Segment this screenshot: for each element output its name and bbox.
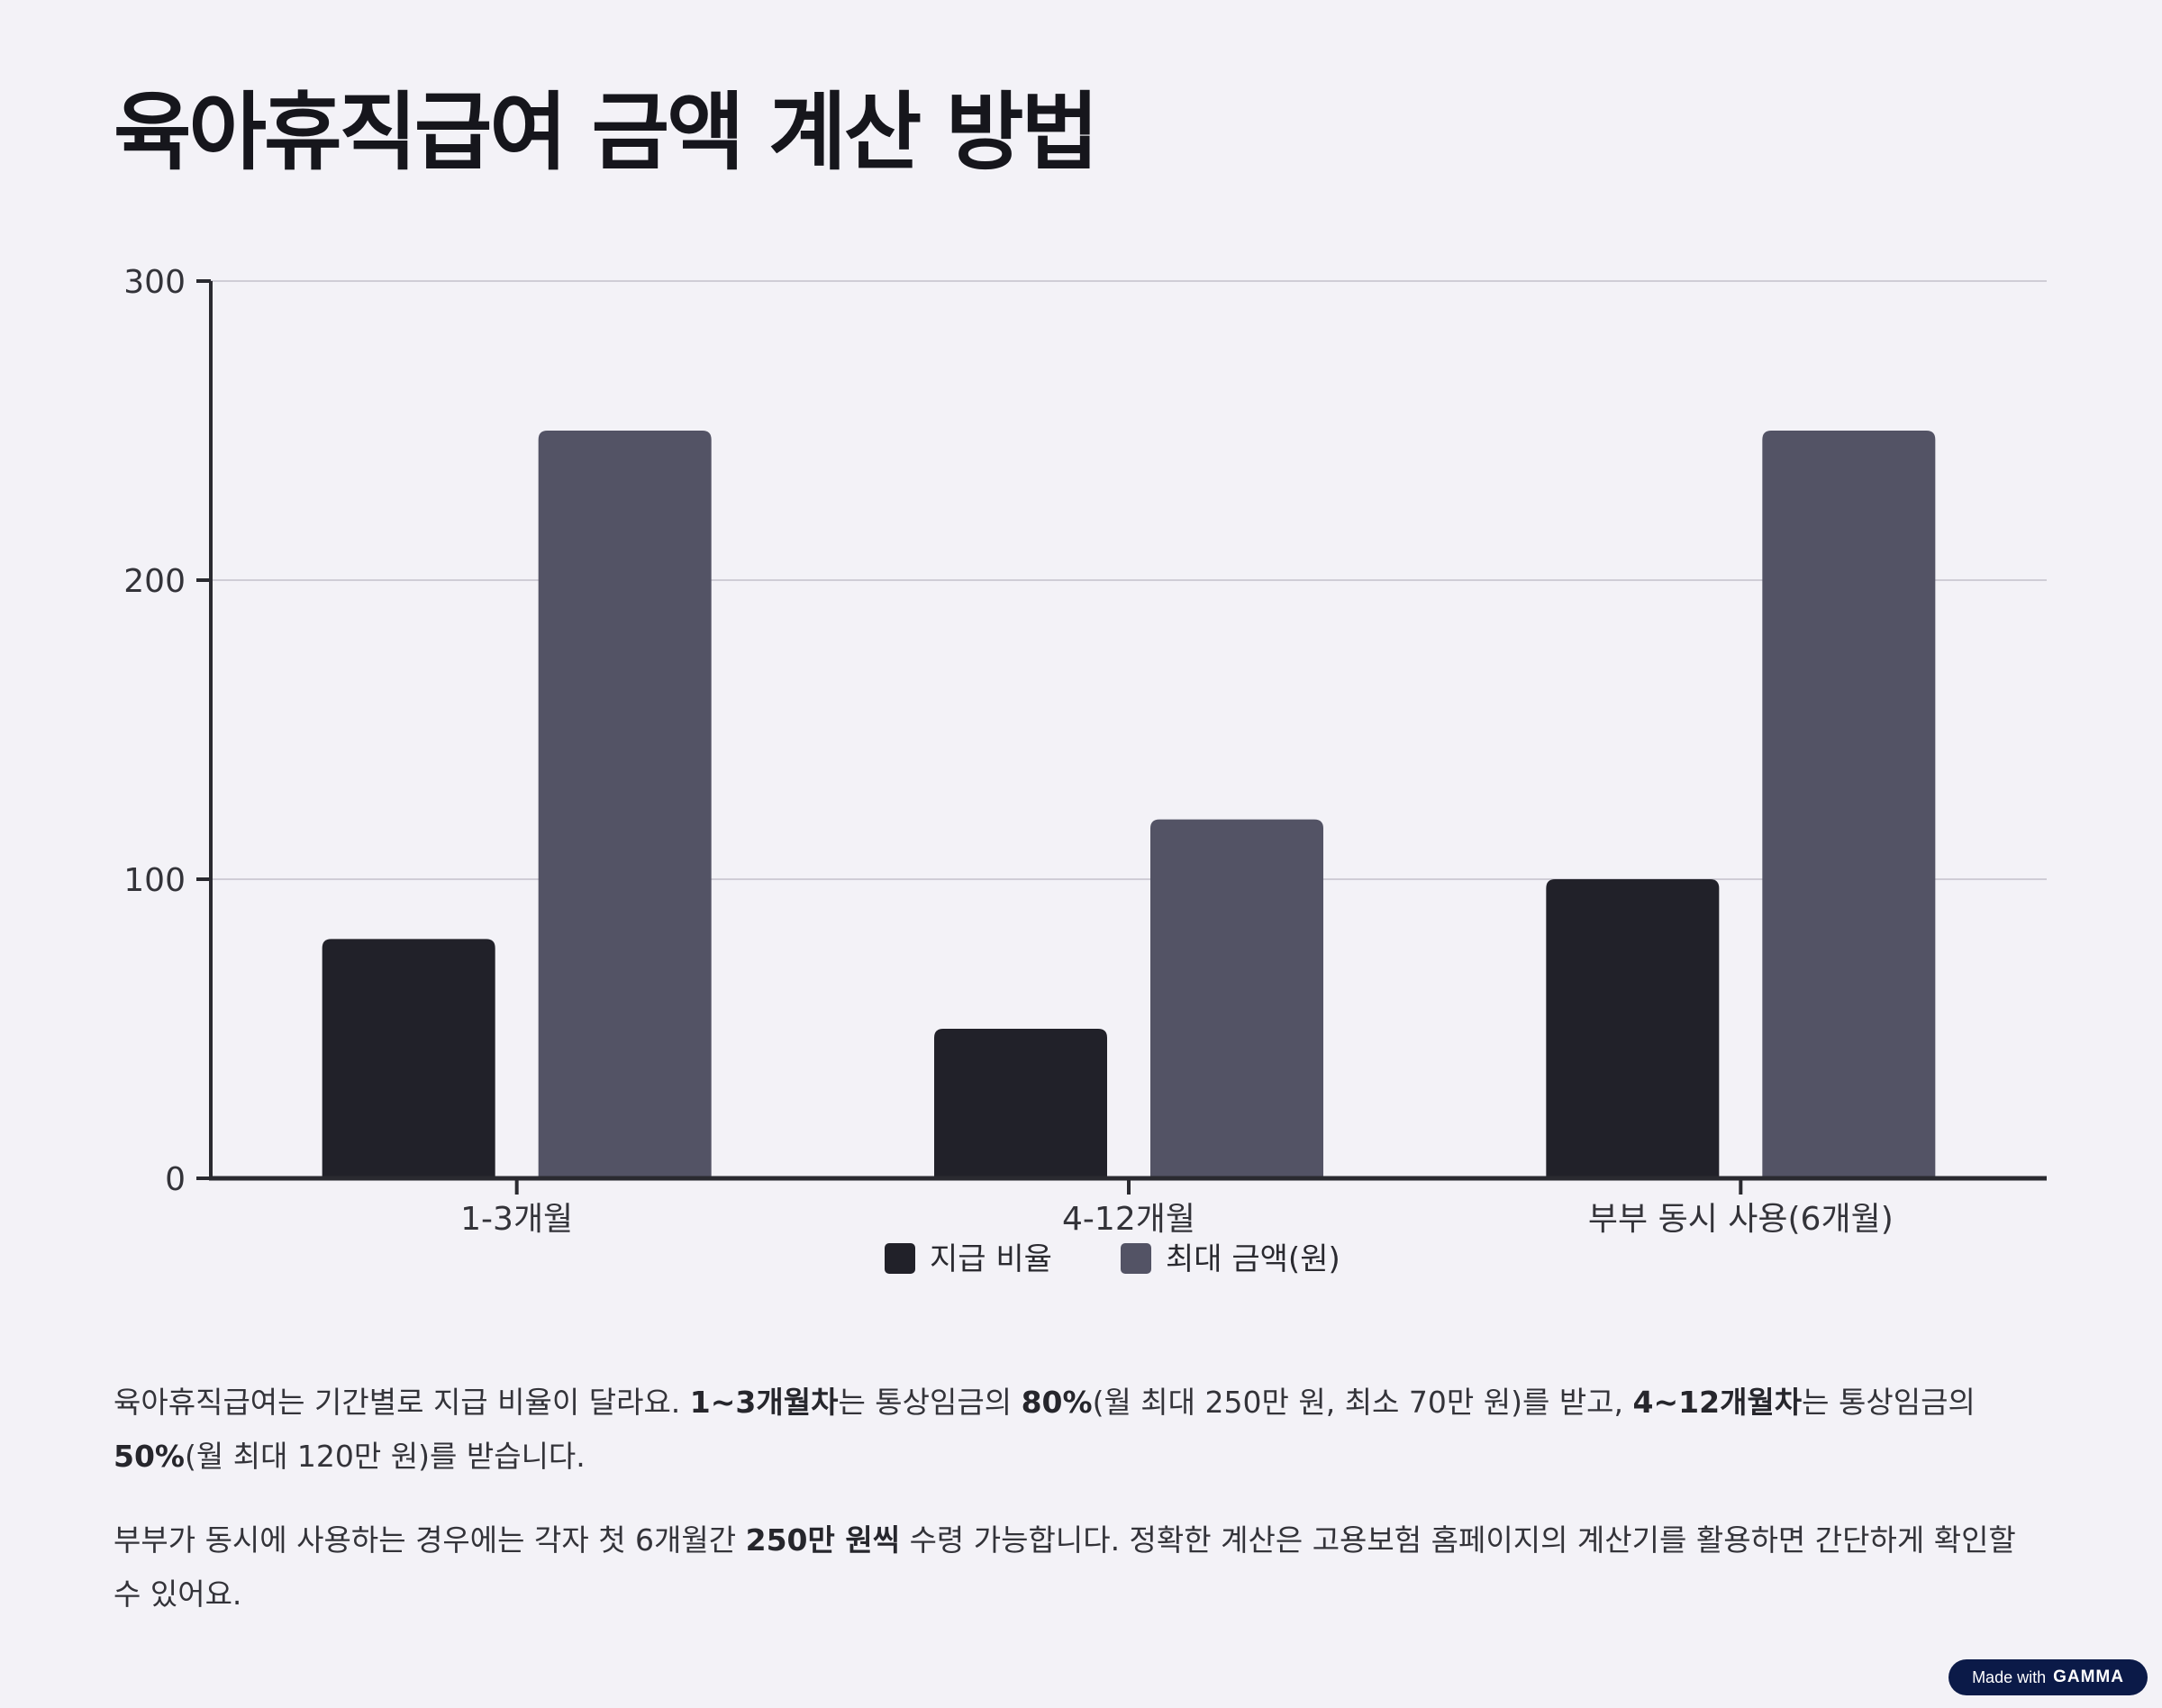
x-tick-label: 부부 동시 사용(6개월)	[1588, 1201, 1894, 1238]
page-title: 육아휴직급여 금액 계산 방법	[114, 84, 1099, 182]
chart-bars	[322, 431, 1936, 1178]
y-tick-label: 0	[165, 1161, 186, 1198]
x-axis-ticks: 1-3개월 4-12개월 부부 동시 사용(6개월)	[460, 1178, 1894, 1238]
para1-bold-3: 4~12개월차	[1632, 1385, 1803, 1420]
para1-text-2: 는 통상임금의	[838, 1385, 1022, 1420]
x-tick-label: 1-3개월	[460, 1201, 573, 1238]
para1-text-5: (월 최대 120만 원)를 받습니다.	[185, 1439, 586, 1474]
description-paragraph-1: 육아휴직급여는 기간별로 지급 비율이 달라요. 1~3개월차는 통상임금의 8…	[114, 1376, 2050, 1484]
chart-gridlines	[211, 280, 2047, 880]
para1-bold-1: 1~3개월차	[689, 1385, 839, 1420]
badge-prefix: Made with	[1972, 1667, 2047, 1686]
bar	[538, 431, 712, 1178]
legend-swatch	[1121, 1243, 1151, 1274]
bar	[934, 1029, 1107, 1178]
para1-text-3: (월 최대 250만 원, 최소 70만 원)를 받고,	[1092, 1385, 1633, 1420]
y-axis-ticks: 0 100 200 300	[123, 264, 211, 1198]
y-tick-label: 300	[123, 264, 186, 301]
para1-text-4: 는 통상임금의	[1802, 1385, 1976, 1420]
para2-text-1: 부부가 동시에 사용하는 경우에는 각자 첫 6개월간	[114, 1522, 746, 1558]
bar	[322, 939, 495, 1178]
gamma-logo: GAMMA	[2053, 1667, 2124, 1686]
para1-bold-4: 50%	[114, 1439, 185, 1474]
legend-swatch	[885, 1243, 915, 1274]
legend-label: 최대 금액(원)	[1166, 1241, 1340, 1277]
para1-bold-2: 80%	[1021, 1385, 1093, 1420]
para2-text-2: 수령 가능합니다. 정확한 계산은 고용보험 홈페이지의 계산기를 활용하면 간…	[114, 1522, 2016, 1612]
legend-label: 지급 비율	[930, 1241, 1052, 1277]
description-paragraph-2: 부부가 동시에 사용하는 경우에는 각자 첫 6개월간 250만 원씩 수령 가…	[114, 1513, 2050, 1622]
bar	[1150, 819, 1323, 1178]
y-tick-label: 100	[123, 862, 186, 899]
para2-bold-1: 250만 원씩	[745, 1522, 901, 1558]
chart-legend: 지급 비율 최대 금액(원)	[885, 1241, 1340, 1277]
bar	[1762, 431, 1936, 1178]
x-tick-label: 4-12개월	[1062, 1201, 1195, 1238]
y-tick-label: 200	[123, 563, 186, 600]
made-with-gamma-badge[interactable]: Made with GAMMA	[1949, 1659, 2148, 1695]
bar	[1546, 879, 1720, 1178]
para1-text-1: 육아휴직급여는 기간별로 지급 비율이 달라요.	[114, 1385, 690, 1420]
bar-chart: 0 100 200 300 1-3개월 4-12개월 부부 동시 사용(6개월) 지급 비…	[123, 264, 2047, 1277]
